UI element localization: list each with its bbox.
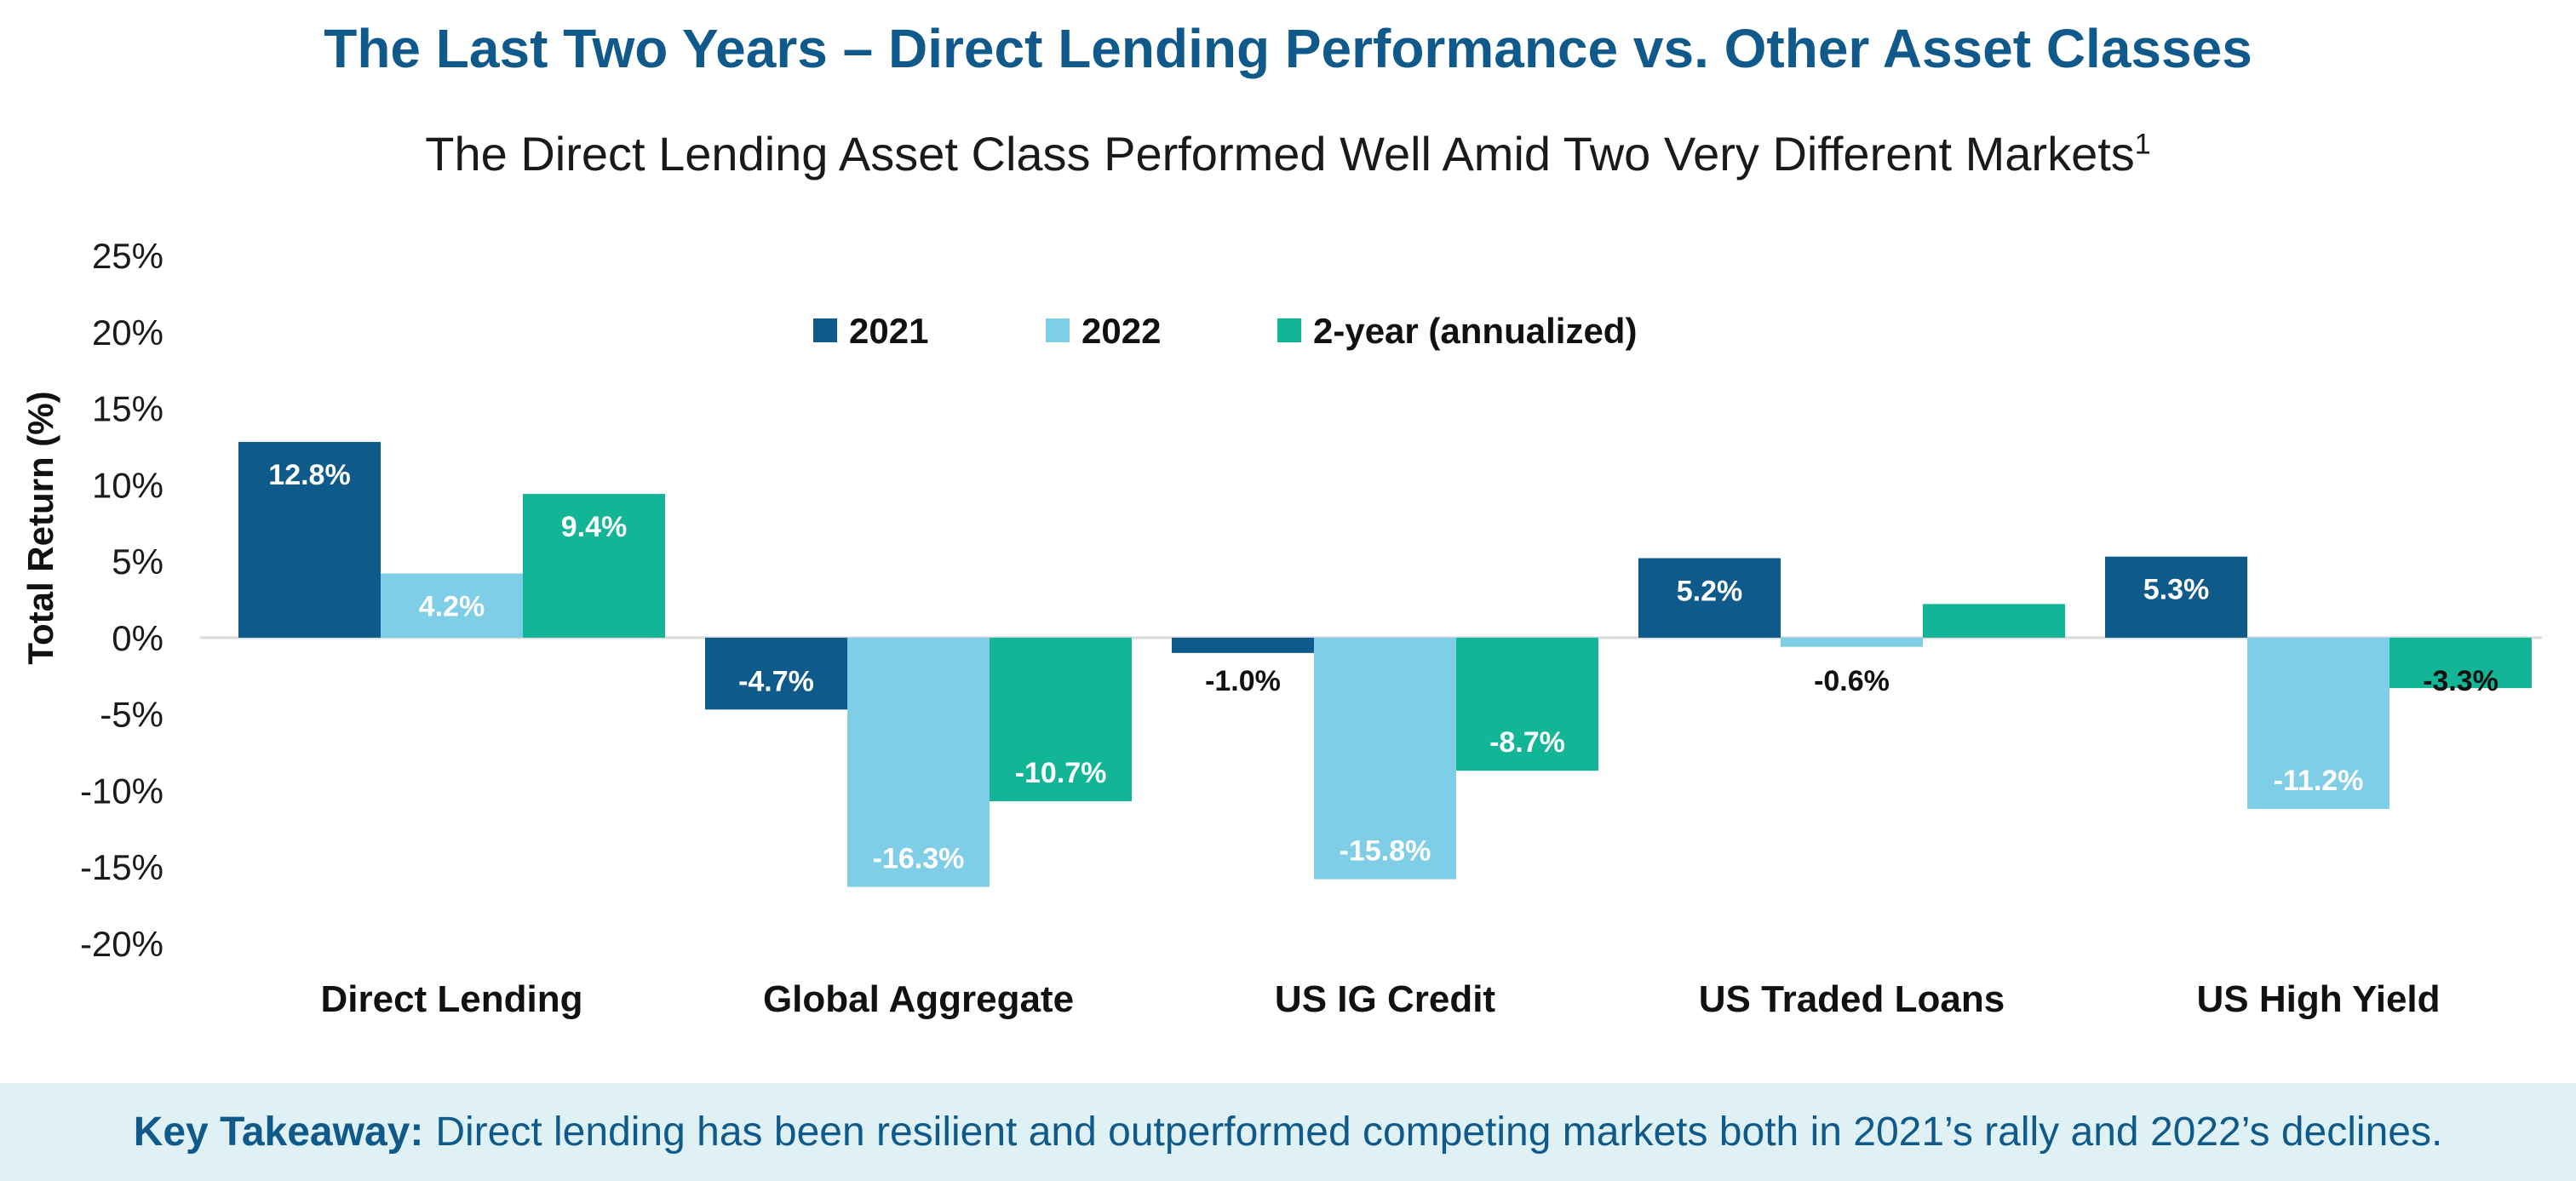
category-labels: Direct Lending Global Aggregate US IG Cred… <box>320 978 2440 1020</box>
chart-title: The Last Two Years – Direct Lending Perf… <box>324 18 2252 79</box>
data-label: 5.3% <box>2143 574 2210 606</box>
bar-2022-direct-lending <box>381 573 523 638</box>
data-label: -3.3% <box>2423 665 2499 697</box>
category-label: US High Yield <box>2196 978 2440 1020</box>
legend-swatch <box>1277 318 1301 342</box>
bar-2021-us-high-yield <box>2105 556 2247 638</box>
bars <box>238 442 2532 887</box>
key-takeaway-banner: Key Takeaway: Direct lending has been re… <box>0 1083 2576 1181</box>
bar-2021-us-ig-credit <box>1172 637 1314 653</box>
legend-label: 2-year (annualized) <box>1313 311 1637 351</box>
data-label: 4.2% <box>419 590 485 622</box>
y-tick-label: -20% <box>80 924 164 964</box>
bar-2021-direct-lending <box>238 442 381 638</box>
y-tick-label: -10% <box>80 771 164 811</box>
legend-swatch <box>1046 318 1070 342</box>
category-label: US IG Credit <box>1275 978 1495 1020</box>
y-axis-title: Total Return (%) <box>20 391 60 664</box>
bar-2-year-annualized--us-traded-loans <box>1923 604 2065 638</box>
y-tick-label: 25% <box>92 236 164 276</box>
legend-label: 2022 <box>1081 311 1161 351</box>
bar-2022-us-ig-credit <box>1314 637 1456 880</box>
bar-2-year-annualized--global-aggregate <box>990 637 1132 802</box>
bar-2-year-annualized--us-ig-credit <box>1456 637 1598 771</box>
bar-2021-global-aggregate <box>705 637 847 710</box>
y-tick-label: 10% <box>92 465 164 505</box>
subtitle-text: The Direct Lending Asset Class Performed… <box>425 127 2135 181</box>
data-label: -10.7% <box>1015 757 1107 789</box>
bar-2022-global-aggregate <box>847 637 990 887</box>
data-label: 9.4% <box>561 511 628 543</box>
legend-label: 2021 <box>849 311 928 351</box>
chart-subtitle: The Direct Lending Asset Class Performed… <box>0 126 2576 181</box>
data-label: -11.2% <box>2274 765 2364 797</box>
bar-2022-us-high-yield <box>2247 637 2390 809</box>
y-tick-label: -15% <box>80 847 164 887</box>
bar-2021-us-traded-loans <box>1638 558 1781 638</box>
takeaway-text: Direct lending has been resilient and ou… <box>435 1109 2443 1155</box>
y-tick-label: 15% <box>92 389 164 429</box>
bar-chart: 25% 20% 15% 10% 5% 0% -5% -10% -15% -20% 12.8% 4.2… <box>20 236 2542 1020</box>
y-axis-ticks: 25% 20% 15% 10% 5% 0% -5% -10% -15% -20% <box>80 236 164 964</box>
legend-swatch <box>813 318 837 342</box>
category-label: US Traded Loans <box>1699 978 2005 1020</box>
subtitle-footnote: 1 <box>2134 128 2151 161</box>
data-label: -1.0% <box>1205 665 1281 697</box>
y-tick-label: 5% <box>112 542 164 582</box>
bar-2022-us-traded-loans <box>1781 637 1923 647</box>
data-label: 5.2% <box>1677 576 1743 608</box>
bar-2-year-annualized--direct-lending <box>523 494 665 638</box>
y-tick-label: 20% <box>92 312 164 353</box>
data-label: -16.3% <box>873 843 965 875</box>
category-label: Direct Lending <box>320 978 582 1020</box>
data-label: 12.8% <box>268 459 350 491</box>
y-tick-label: -5% <box>100 695 164 735</box>
category-label: Global Aggregate <box>763 978 1074 1020</box>
data-labels: 12.8% 4.2% 9.4% -4.7% -16.3% -10.7% -1.0% -15.8… <box>268 459 2499 875</box>
legend: 2021 2022 2-year (annualized) <box>813 311 1637 351</box>
data-label: -15.8% <box>1340 835 1431 868</box>
data-label: -0.6% <box>1814 665 1890 697</box>
y-tick-label: 0% <box>112 618 164 658</box>
data-label: -8.7% <box>1489 726 1565 759</box>
takeaway-label: Key Takeaway: <box>133 1109 424 1155</box>
data-label: -4.7% <box>738 665 814 697</box>
bar-2-year-annualized--us-high-yield <box>2390 637 2532 689</box>
